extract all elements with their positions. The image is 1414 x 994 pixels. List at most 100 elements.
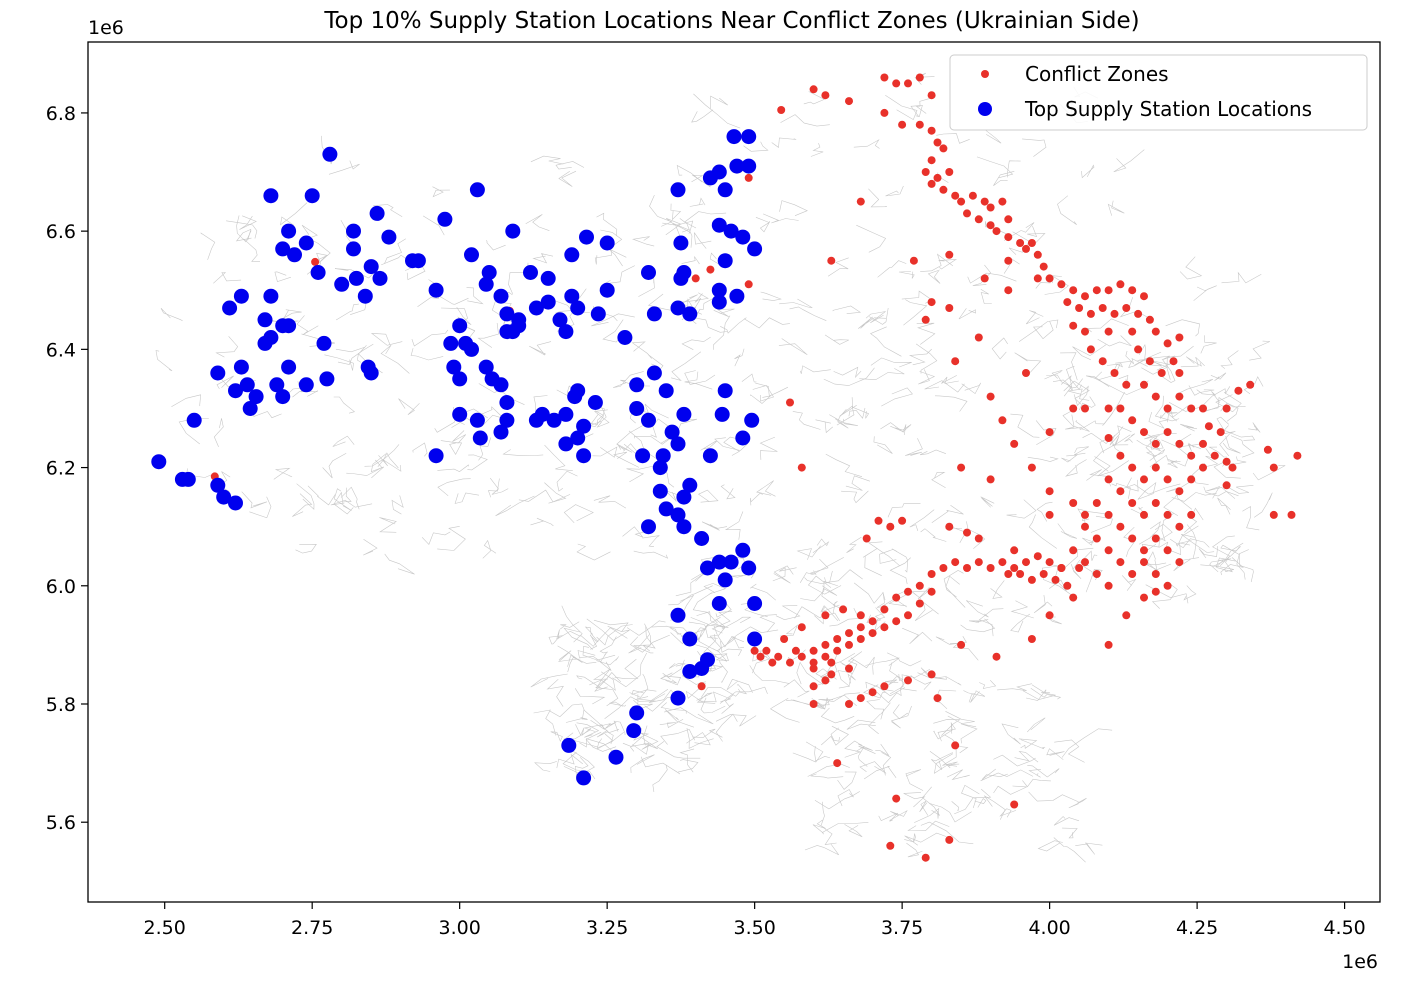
road-segment: [1053, 837, 1086, 863]
conflict-zone-point: [856, 623, 865, 632]
road-segment: [634, 688, 669, 701]
road-segment: [579, 738, 615, 753]
road-segment: [663, 675, 682, 686]
road-segment: [384, 238, 406, 264]
road-segment: [596, 656, 619, 666]
supply-station-point: [437, 211, 453, 227]
supply-station-point: [180, 471, 196, 487]
conflict-zone-point: [939, 144, 948, 153]
road-segment: [292, 493, 313, 517]
conflict-zone-point: [821, 652, 830, 661]
road-segment: [1149, 449, 1166, 465]
conflict-zone-point: [1140, 428, 1148, 437]
road-segment: [810, 143, 824, 157]
road-segment: [1060, 375, 1082, 391]
road-segment: [681, 256, 700, 265]
conflict-zone-point: [1033, 552, 1042, 561]
road-segment: [941, 375, 959, 384]
road-segment: [437, 294, 469, 305]
road-segment: [563, 504, 594, 524]
conflict-zone-point: [933, 173, 942, 182]
road-segment: [1044, 275, 1069, 295]
conflict-zone-point: [886, 841, 895, 850]
road-segment: [918, 369, 936, 385]
supply-station-point: [626, 723, 642, 739]
road-segment: [946, 769, 970, 781]
conflict-zone-point: [821, 611, 830, 620]
road-segment: [1027, 456, 1059, 462]
supply-station-point: [676, 406, 692, 422]
conflict-zone-point: [1216, 428, 1225, 437]
road-segment: [830, 727, 840, 742]
road-segment: [968, 691, 980, 703]
road-segment: [631, 689, 657, 695]
road-segment: [931, 504, 964, 524]
road-segment: [614, 658, 639, 679]
conflict-zone-point: [1116, 280, 1125, 289]
road-segment: [750, 493, 763, 506]
road-segment: [919, 800, 929, 816]
x-tick-label: 3.50: [733, 917, 775, 939]
conflict-zone-point: [1293, 451, 1302, 460]
road-segment: [711, 653, 729, 661]
road-segment: [1203, 486, 1239, 497]
road-segment: [588, 406, 607, 427]
road-segment: [792, 411, 821, 430]
conflict-zone-point: [1175, 558, 1184, 567]
road-segment: [876, 688, 902, 704]
x-tick-label: 4.00: [1028, 917, 1070, 939]
conflict-zone-point: [1104, 404, 1113, 413]
road-segment: [1231, 456, 1247, 465]
supply-station-point: [493, 424, 509, 440]
conflict-zone-point: [974, 215, 983, 224]
road-segment: [805, 741, 824, 763]
road-segment: [898, 271, 915, 279]
road-segment: [686, 732, 711, 746]
conflict-zone-point: [856, 635, 865, 643]
conflict-zone-point: [939, 185, 948, 194]
road-segment: [333, 396, 356, 414]
road-segment: [942, 748, 958, 767]
conflict-zone-point: [933, 694, 942, 703]
road-segment: [914, 807, 940, 823]
conflict-zone-point: [856, 611, 865, 620]
road-segment: [1206, 486, 1236, 499]
supply-station-point: [257, 335, 273, 351]
road-segment: [1010, 413, 1040, 438]
supply-station-point: [464, 341, 479, 357]
road-segment: [596, 212, 618, 237]
supply-station-point: [558, 436, 574, 452]
road-segment: [532, 253, 554, 264]
supply-station-point: [629, 401, 645, 416]
supply-station-point: [257, 312, 273, 328]
road-segment: [710, 95, 728, 110]
road-segment: [997, 683, 1032, 691]
conflict-zone-point: [1104, 327, 1113, 336]
conflict-zone-point: [945, 522, 954, 531]
supply-station-point: [493, 288, 509, 304]
conflict-zone-point: [821, 676, 830, 685]
supply-station-point: [287, 247, 302, 263]
road-segment: [629, 634, 670, 653]
plot-frame: [87, 41, 1381, 903]
supply-station-point: [670, 507, 686, 523]
road-segment: [695, 317, 728, 333]
road-segment: [979, 679, 997, 689]
road-segment: [919, 449, 947, 456]
conflict-zone-point: [1010, 546, 1019, 555]
road-segment: [1200, 335, 1217, 354]
supply-station-point: [723, 223, 739, 239]
road-segment: [908, 348, 932, 366]
road-segment: [337, 343, 374, 365]
supply-station-point: [741, 560, 757, 576]
road-segment: [171, 394, 202, 407]
road-segment: [583, 719, 606, 732]
road-segment: [865, 657, 900, 666]
road-segment: [664, 709, 695, 728]
conflict-zone-point: [1175, 333, 1184, 342]
conflict-zone-point: [856, 694, 865, 703]
conflict-zone-point: [1110, 369, 1119, 377]
road-segment: [945, 575, 966, 608]
road-segment: [633, 432, 678, 445]
road-segment: [668, 585, 713, 606]
